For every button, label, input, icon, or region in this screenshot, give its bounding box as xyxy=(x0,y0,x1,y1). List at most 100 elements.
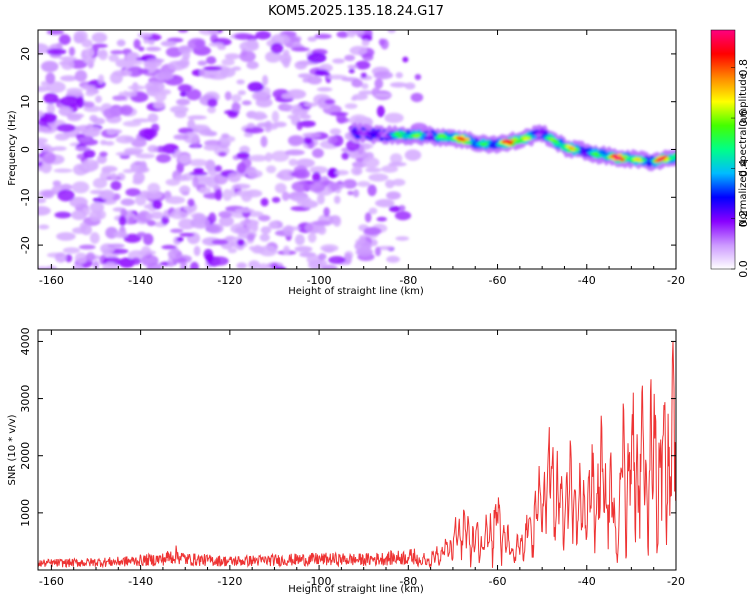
spectrogram-noise-blob xyxy=(311,148,324,159)
spectrogram-noise-blob xyxy=(252,91,268,101)
spectrogram-noise-blob xyxy=(82,159,98,171)
spectrogram-noise-blob xyxy=(384,112,404,124)
colorbar-frame xyxy=(710,29,736,270)
snr-x-tick-label: -160 xyxy=(39,575,64,588)
spectrogram-noise-blob xyxy=(258,245,278,257)
spectrogram-noise-blob xyxy=(365,167,382,173)
spectrogram-noise-blob xyxy=(294,60,308,70)
spectrogram-noise-blob xyxy=(347,190,354,196)
spectrogram-noise-blob xyxy=(344,103,358,109)
spectrogram-signal-cell xyxy=(517,138,524,143)
spectrogram-noise-blob xyxy=(60,58,75,70)
spectrogram-noise-blob xyxy=(227,247,237,254)
spectrogram-noise-blob xyxy=(194,40,205,48)
spectrogram-noise-blob xyxy=(58,106,73,117)
spectrogram-noise-blob xyxy=(62,247,80,254)
spectrogram-noise-blob xyxy=(221,58,235,66)
spectrogram-noise-blob xyxy=(123,60,143,66)
colorbar-tick-label: 0.2 xyxy=(737,210,750,228)
spectrogram-signal-cell xyxy=(397,134,404,139)
spectrogram-noise-blob xyxy=(99,151,108,157)
spectrogram-noise-blob xyxy=(40,60,59,73)
spectrogram-noise-blob xyxy=(89,202,105,213)
spectrogram-noise-blob xyxy=(318,253,327,261)
spectrogram-noise-blob xyxy=(151,211,164,220)
spectrogram-noise-blob xyxy=(96,154,107,164)
spectrogram-signal-cell xyxy=(530,135,538,139)
spectrogram-noise-blob xyxy=(270,42,284,54)
spectrogram-noise-blob xyxy=(116,39,126,47)
spectrogram-noise-blob xyxy=(224,53,240,60)
spectrogram-noise-blob xyxy=(374,246,381,257)
spectrogram-noise-blob xyxy=(198,30,219,36)
spectrogram-noise-blob xyxy=(219,215,234,227)
spectrogram-noise-blob xyxy=(336,31,350,38)
spectrogram-signal-cell xyxy=(512,137,519,141)
spectrogram-noise-blob xyxy=(123,233,142,243)
spectrogram-noise-blob xyxy=(264,127,272,133)
spectrogram-noise-blob xyxy=(288,158,298,167)
spectrogram-noise-blob xyxy=(266,165,277,174)
spectrogram-noise-blob xyxy=(91,43,108,49)
spectrogram-signal-cell xyxy=(670,155,676,160)
spectrogram-noise-blob xyxy=(84,48,95,58)
spectrogram-signal-cell xyxy=(399,131,407,136)
spectrogram-noise-blob xyxy=(265,51,282,63)
spectrogram-noise-blob xyxy=(303,102,318,107)
spectrogram-noise-blob xyxy=(352,93,368,101)
spectrogram-noise-blob xyxy=(259,233,271,242)
colorbar-title: Normalized spectral amplitude xyxy=(738,73,749,227)
spectrogram-noise-blob xyxy=(38,43,50,55)
spectrogram-noise-blob xyxy=(78,136,93,143)
spectrogram-noise-blob xyxy=(113,231,128,239)
spectrogram-noise-blob xyxy=(385,179,395,189)
spectrogram-noise-blob xyxy=(284,104,294,110)
spectrogram-noise-blob xyxy=(236,245,244,251)
spectrogram-noise-blob xyxy=(140,254,159,267)
spectrogram-noise-blob xyxy=(237,90,246,96)
spectrogram-noise-blob xyxy=(53,168,73,173)
spectrogram-noise-blob xyxy=(179,261,188,269)
spectrogram-noise-blob xyxy=(283,225,294,237)
spectrogram-noise-blob xyxy=(167,249,183,260)
spectrogram-noise-blob xyxy=(361,83,369,90)
spectrogram-noise-blob xyxy=(221,133,230,139)
spectrogram-noise-blob xyxy=(78,244,96,250)
spectrogram-noise-blob xyxy=(293,168,311,180)
spectrogram-x-tick-label: -100 xyxy=(307,274,332,287)
spectrogram-noise-blob xyxy=(188,171,209,176)
spectrogram-noise-blob xyxy=(38,125,50,133)
spectrogram-noise-blob xyxy=(260,197,269,207)
spectrogram-noise-blob xyxy=(169,210,189,220)
spectrogram-noise-blob xyxy=(107,243,125,249)
spectrogram-noise-blob xyxy=(274,183,287,194)
spectrogram-noise-blob xyxy=(277,169,296,181)
spectrogram-noise-blob xyxy=(65,254,73,263)
spectrogram-noise-blob xyxy=(388,205,401,213)
spectrogram-noise-blob xyxy=(361,39,370,47)
spectrogram-noise-blob xyxy=(187,115,207,120)
spectrogram-noise-blob xyxy=(255,30,271,40)
spectrogram-noise-blob xyxy=(40,161,52,174)
spectrogram-noise-blob xyxy=(236,238,245,247)
spectrogram-noise-blob xyxy=(376,216,388,222)
spectrogram-noise-blob xyxy=(109,71,123,84)
spectrogram-noise-blob xyxy=(353,189,360,198)
colorbar-tick-label: 0.8 xyxy=(737,59,750,77)
spectrogram-noise-blob xyxy=(174,149,182,157)
spectrogram-noise-blob xyxy=(231,94,242,103)
spectrogram-noise-blob xyxy=(54,133,70,141)
colorbar-tick-label: 0.4 xyxy=(737,160,750,178)
spectrogram-noise-blob xyxy=(294,246,313,253)
spectrogram-noise-blob xyxy=(236,151,250,160)
spectrogram-noise-blob xyxy=(160,40,177,47)
snr-x-tick-label: -140 xyxy=(128,575,153,588)
spectrogram-noise-blob xyxy=(43,92,59,104)
spectrogram-noise-blob xyxy=(66,87,83,94)
spectrogram-noise-blob xyxy=(207,98,218,108)
spectrogram-noise-blob xyxy=(102,262,119,269)
spectrogram-noise-blob xyxy=(297,73,313,79)
spectrogram-noise-blob xyxy=(387,30,396,34)
spectrogram-noise-blob xyxy=(91,32,108,43)
